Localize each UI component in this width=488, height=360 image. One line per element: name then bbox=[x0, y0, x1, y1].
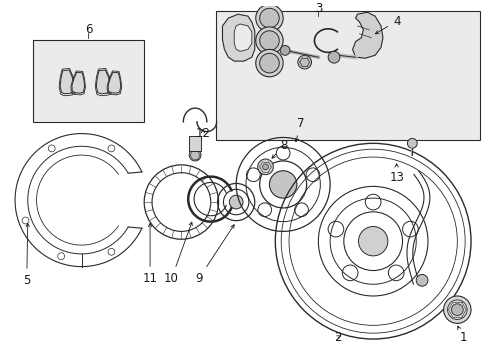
Circle shape bbox=[450, 304, 462, 316]
Circle shape bbox=[297, 55, 311, 69]
Text: 12: 12 bbox=[195, 127, 210, 140]
Bar bbox=[215, 11, 479, 140]
Polygon shape bbox=[96, 70, 110, 94]
Circle shape bbox=[358, 226, 387, 256]
Circle shape bbox=[255, 4, 283, 32]
Circle shape bbox=[255, 49, 283, 77]
Circle shape bbox=[269, 171, 296, 198]
Circle shape bbox=[280, 45, 289, 55]
Text: 3: 3 bbox=[314, 2, 322, 15]
Circle shape bbox=[259, 31, 279, 50]
Polygon shape bbox=[222, 14, 254, 61]
Text: 8: 8 bbox=[271, 139, 287, 158]
Polygon shape bbox=[108, 72, 121, 93]
Text: 1: 1 bbox=[457, 326, 466, 343]
Bar bbox=[189, 135, 201, 151]
Circle shape bbox=[407, 139, 416, 148]
Text: 10: 10 bbox=[164, 222, 192, 285]
Text: 6: 6 bbox=[84, 23, 92, 36]
Circle shape bbox=[259, 53, 279, 73]
Polygon shape bbox=[60, 70, 74, 94]
Circle shape bbox=[229, 195, 243, 209]
Polygon shape bbox=[72, 72, 84, 93]
Text: 5: 5 bbox=[23, 223, 30, 287]
Bar bbox=[33, 40, 144, 122]
Text: 13: 13 bbox=[388, 164, 403, 184]
Polygon shape bbox=[234, 24, 251, 51]
Circle shape bbox=[257, 159, 273, 175]
Circle shape bbox=[259, 8, 279, 28]
Text: 2: 2 bbox=[333, 330, 341, 343]
Circle shape bbox=[327, 51, 339, 63]
Text: 4: 4 bbox=[375, 14, 400, 34]
Text: 11: 11 bbox=[142, 223, 157, 285]
Circle shape bbox=[255, 27, 283, 54]
Circle shape bbox=[415, 274, 427, 286]
Text: 9: 9 bbox=[195, 225, 234, 285]
Circle shape bbox=[262, 164, 268, 170]
Polygon shape bbox=[352, 12, 382, 58]
Circle shape bbox=[189, 149, 201, 161]
Circle shape bbox=[443, 296, 470, 323]
Text: 7: 7 bbox=[295, 117, 304, 142]
